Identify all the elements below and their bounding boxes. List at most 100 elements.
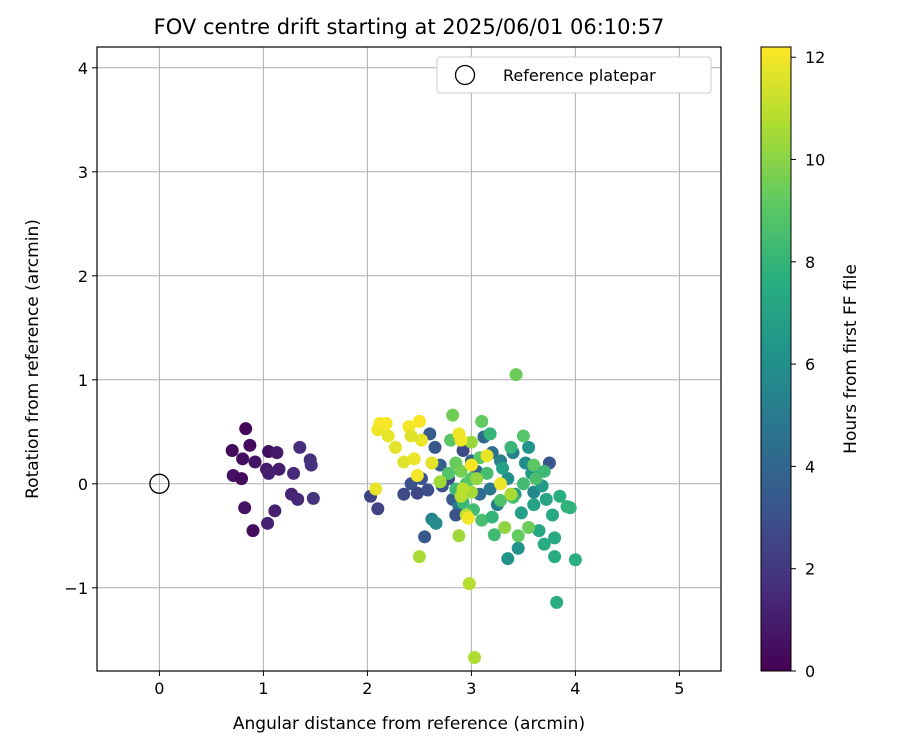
colorbar-tick-label: 12	[805, 48, 825, 67]
data-point	[480, 449, 494, 463]
legend-entry-reference-platepar: Reference platepar	[503, 66, 656, 85]
y-axis-ticks: −1 0 1 2 3 4	[64, 59, 97, 598]
data-points	[225, 368, 582, 664]
data-point	[514, 506, 528, 520]
data-point	[446, 408, 460, 422]
data-point	[546, 508, 560, 522]
legend-box	[436, 56, 712, 94]
data-point	[522, 520, 536, 534]
data-point	[498, 520, 512, 534]
y-tick-label: 2	[78, 267, 88, 286]
data-point	[516, 477, 530, 491]
x-tick-label: 1	[258, 679, 268, 698]
colorbar-tick-label: 4	[805, 457, 815, 476]
data-point	[449, 508, 463, 522]
data-point	[407, 452, 421, 466]
data-point	[238, 501, 252, 515]
data-point	[509, 368, 523, 382]
data-point	[462, 577, 476, 591]
data-point	[516, 429, 530, 443]
data-point	[456, 482, 470, 496]
data-point	[306, 491, 320, 505]
data-point	[537, 464, 551, 478]
data-point	[369, 482, 383, 496]
colorbar-tick-label: 0	[805, 662, 815, 681]
data-point	[428, 440, 442, 454]
data-point	[553, 489, 567, 503]
data-point	[487, 528, 501, 542]
data-point	[268, 504, 282, 518]
data-point	[468, 650, 482, 664]
data-point	[272, 462, 286, 476]
data-point	[404, 429, 418, 443]
colorbar: 0 2 4 6 8 10 12 Hours from first FF file	[760, 46, 861, 681]
data-point	[532, 524, 546, 538]
data-point	[412, 414, 426, 428]
data-point	[239, 422, 253, 436]
data-point	[480, 466, 494, 480]
data-point	[483, 482, 497, 496]
data-point	[291, 492, 305, 506]
y-axis-label: Rotation from reference (arcmin)	[23, 219, 43, 499]
data-point	[433, 475, 447, 489]
colorbar-gradient	[761, 47, 791, 671]
data-point	[418, 530, 432, 544]
data-point	[397, 487, 411, 501]
data-point	[464, 458, 478, 472]
data-point	[236, 452, 250, 466]
data-point	[539, 492, 553, 506]
data-point	[527, 458, 541, 472]
data-point	[522, 440, 536, 454]
legend-open-circle-icon	[454, 64, 476, 86]
data-point	[461, 511, 475, 525]
data-point	[550, 595, 564, 609]
colorbar-ticks: 0 2 4 6 8 10 12	[791, 48, 825, 681]
data-point	[225, 444, 239, 458]
data-point	[235, 472, 249, 486]
data-point	[429, 516, 443, 530]
y-tick-label: 3	[78, 163, 88, 182]
legend: Reference platepar	[436, 56, 712, 94]
data-point	[494, 477, 508, 491]
data-point	[248, 455, 262, 469]
data-point	[410, 486, 424, 500]
data-point	[371, 502, 385, 516]
reference-marker-group	[149, 473, 170, 494]
data-point	[464, 435, 478, 449]
x-tick-label: 3	[466, 679, 476, 698]
plot-frame	[96, 46, 722, 672]
data-point	[243, 438, 257, 452]
x-tick-label: 5	[674, 679, 684, 698]
data-point	[483, 427, 497, 441]
y-tick-label: 1	[78, 371, 88, 390]
data-point	[270, 446, 284, 460]
y-tick-label: 4	[78, 59, 88, 78]
data-point	[412, 550, 426, 564]
data-point	[287, 466, 301, 480]
data-point	[504, 440, 518, 454]
data-point	[397, 455, 411, 469]
chart-title: FOV centre drift starting at 2025/06/01 …	[154, 15, 665, 39]
data-point	[511, 541, 525, 555]
data-point	[293, 440, 307, 454]
colorbar-tick-label: 10	[805, 151, 825, 170]
colorbar-frame	[760, 46, 792, 672]
data-point	[246, 524, 260, 538]
data-point	[425, 456, 439, 470]
data-point	[527, 498, 541, 512]
data-point	[475, 513, 489, 527]
colorbar-tick-label: 6	[805, 355, 815, 374]
colorbar-label: Hours from first FF file	[841, 264, 861, 454]
data-point	[511, 529, 525, 543]
x-tick-label: 4	[570, 679, 580, 698]
data-point	[548, 531, 562, 545]
y-tick-label: −1	[64, 579, 88, 598]
colorbar-tick-label: 2	[805, 560, 815, 579]
data-point	[410, 468, 424, 482]
data-point	[452, 529, 466, 543]
data-point	[456, 444, 470, 458]
data-point	[388, 440, 402, 454]
grid	[97, 47, 721, 671]
data-point	[504, 487, 518, 501]
